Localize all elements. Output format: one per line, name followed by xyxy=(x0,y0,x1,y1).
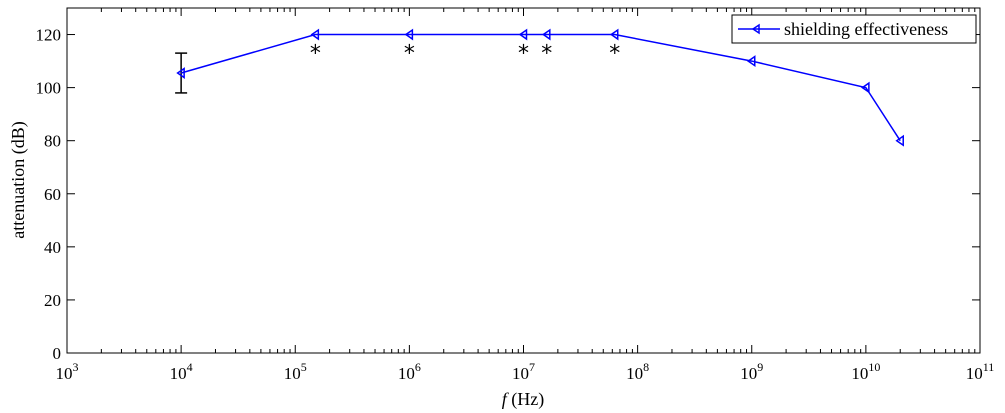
error-bars xyxy=(175,52,188,94)
x-tick-label: 104 xyxy=(170,360,193,383)
x-tick-label-base: 10 xyxy=(56,364,73,383)
x-tick-label-base: 10 xyxy=(966,364,983,383)
data-point-marker xyxy=(541,28,551,41)
x-tick-label-exponent: 8 xyxy=(643,360,649,374)
x-tick-label-exponent: 5 xyxy=(301,360,307,374)
x-tick-label: 106 xyxy=(398,360,421,383)
x-tick-label-base: 10 xyxy=(512,364,529,383)
axis-ticks xyxy=(66,8,981,354)
legend-label: shielding effectiveness xyxy=(784,19,948,39)
data-point-marker xyxy=(310,28,320,41)
x-axis-title-symbol: f xyxy=(502,389,510,409)
x-tick-label-exponent: 3 xyxy=(73,360,79,374)
x-tick-label-exponent: 4 xyxy=(187,360,193,374)
x-tick-label-base: 10 xyxy=(851,364,868,383)
y-tick-label: 20 xyxy=(44,291,61,310)
x-tick-label-base: 10 xyxy=(398,364,415,383)
x-tick-label: 103 xyxy=(56,360,79,383)
data-point-marker xyxy=(746,55,756,68)
x-tick-label-exponent: 11 xyxy=(983,360,995,374)
x-tick-label-base: 10 xyxy=(626,364,643,383)
annotation-asterisk: * xyxy=(541,42,552,67)
x-tick-label: 108 xyxy=(626,360,649,383)
x-axis-title-unit: (Hz) xyxy=(507,389,544,410)
annotations: * * * * * xyxy=(310,42,620,67)
annotation-asterisk: * xyxy=(404,42,415,67)
y-tick-labels: 0 20 40 60 80 100 120 xyxy=(36,26,62,363)
x-tick-label-base: 10 xyxy=(170,364,187,383)
x-tick-labels: 103 104 105 106 107 108 109 1010 1011 xyxy=(56,360,995,383)
annotation-asterisk: * xyxy=(310,42,321,67)
series-group xyxy=(176,28,904,147)
y-tick-label: 100 xyxy=(36,79,62,98)
data-point-marker xyxy=(518,28,528,41)
y-tick-label: 80 xyxy=(44,132,61,151)
x-axis-title: f (Hz) xyxy=(502,389,545,410)
x-tick-label: 109 xyxy=(740,360,763,383)
annotation-asterisk: * xyxy=(609,42,620,67)
data-point-marker xyxy=(176,67,185,79)
y-tick-label: 0 xyxy=(53,344,62,363)
legend: shielding effectiveness xyxy=(731,14,977,44)
x-tick-label-exponent: 7 xyxy=(529,360,535,374)
y-axis-title: attenuation (dB) xyxy=(8,121,29,238)
x-tick-label: 107 xyxy=(512,360,535,383)
x-tick-label-base: 10 xyxy=(740,364,757,383)
y-tick-label: 120 xyxy=(36,26,62,45)
data-point-marker xyxy=(861,81,870,94)
data-point-marker xyxy=(609,28,619,41)
x-tick-label-exponent: 10 xyxy=(868,360,880,374)
plot-area xyxy=(66,7,981,354)
x-tick-label: 1011 xyxy=(966,360,995,383)
data-point-marker xyxy=(895,134,904,147)
y-tick-label: 60 xyxy=(44,185,61,204)
series-line xyxy=(180,33,901,142)
x-tick-label-exponent: 6 xyxy=(415,360,421,374)
x-tick-label: 1010 xyxy=(851,360,880,383)
legend-marker xyxy=(751,23,760,35)
x-tick-label-exponent: 9 xyxy=(757,360,763,374)
x-tick-label: 105 xyxy=(284,360,307,383)
annotation-asterisk: * xyxy=(518,42,529,67)
data-point-marker xyxy=(404,28,414,41)
x-tick-label-base: 10 xyxy=(284,364,301,383)
y-tick-label: 40 xyxy=(44,238,61,257)
